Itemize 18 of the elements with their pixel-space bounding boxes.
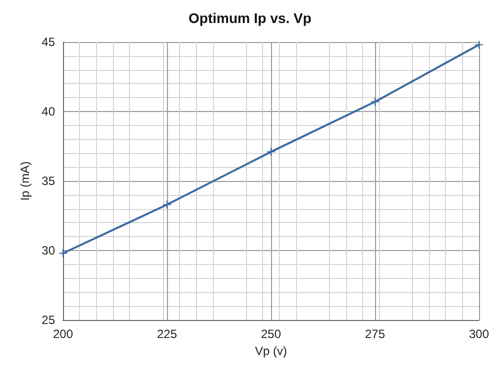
point: [475, 40, 483, 49]
y-tick-label: 25: [42, 313, 56, 327]
point: [163, 200, 171, 209]
point: [371, 98, 379, 106]
y-tick-label: 40: [42, 104, 56, 118]
y-axis-title: Ip (mA): [18, 161, 32, 201]
x-tick-label: 200: [52, 327, 74, 341]
x-tick-label: 300: [468, 327, 490, 341]
point: [59, 249, 67, 258]
y-tick-label: 30: [42, 244, 56, 258]
x-tick-label: 250: [260, 327, 282, 341]
point: [267, 148, 275, 156]
y-tick-label: 45: [42, 35, 56, 49]
x-tick-label: 275: [364, 327, 386, 341]
chart-title: Optimum Ip vs. Vp: [188, 10, 312, 26]
x-axis-title: Vp (v): [254, 344, 288, 358]
x-tick-label: 225: [156, 327, 178, 341]
y-tick-label: 35: [42, 174, 56, 188]
